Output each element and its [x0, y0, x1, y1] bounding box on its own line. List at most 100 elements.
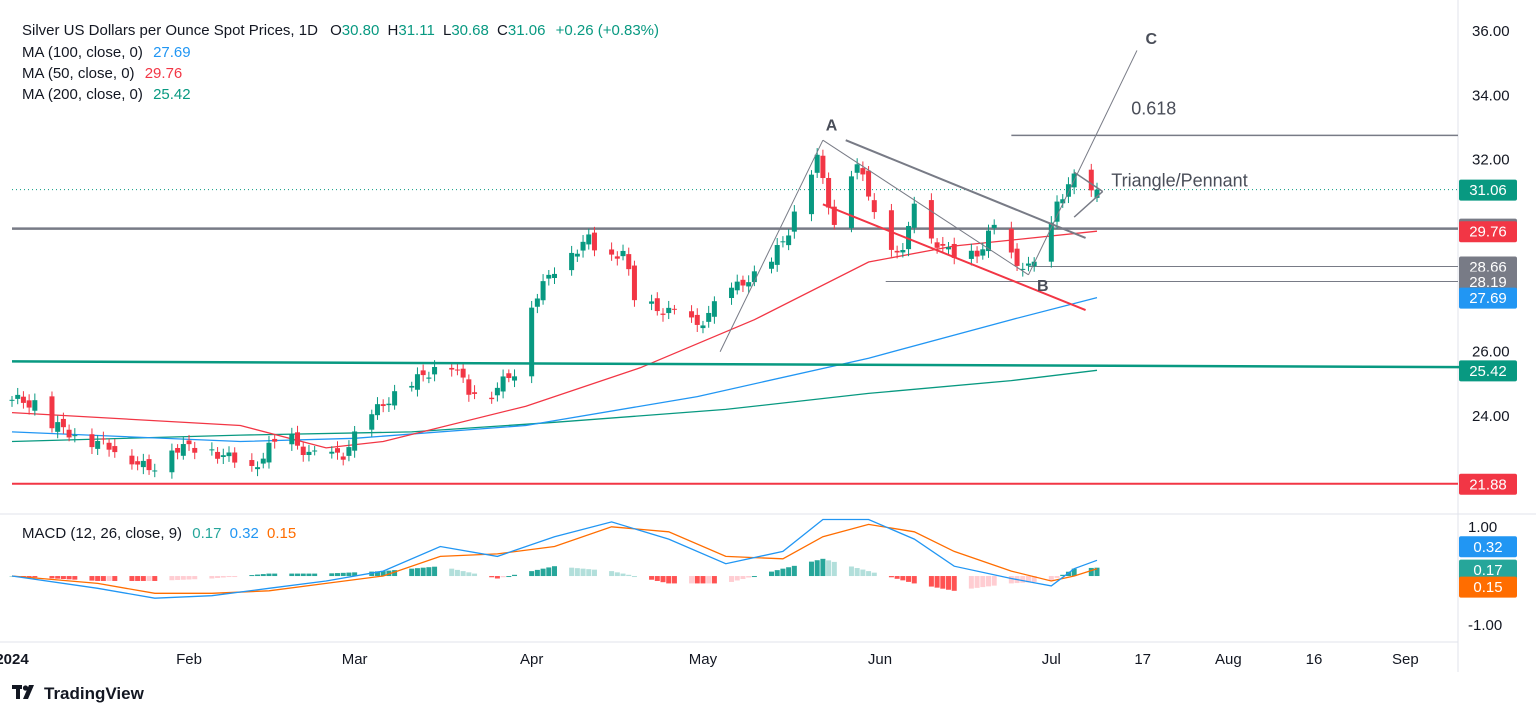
candle-body	[1065, 184, 1071, 197]
candle-body	[55, 422, 61, 432]
ma50-label: MA (50, close, 0)	[22, 65, 135, 82]
macd-histogram-bar	[66, 576, 72, 580]
candle-body	[871, 200, 877, 213]
macd-histogram-bar	[1071, 568, 1077, 577]
macd-histogram-bar	[192, 576, 198, 580]
macd-histogram-bar	[671, 576, 677, 584]
macd-histogram-bar	[1020, 576, 1026, 583]
candle-body	[89, 434, 95, 448]
candle-body	[129, 455, 135, 465]
chart-annotation: 0.618	[1131, 99, 1176, 119]
candle-body	[106, 442, 112, 450]
chart-annotation: C	[1146, 31, 1158, 48]
macd-histogram-bar	[946, 576, 952, 590]
candle-body	[660, 313, 666, 315]
candle-body	[392, 391, 398, 406]
macd-histogram-bar	[472, 573, 478, 577]
macd-histogram-bar	[1060, 574, 1066, 577]
macd-histogram-bar	[32, 576, 38, 578]
candle-body	[552, 273, 557, 279]
macd-histogram-bar	[255, 574, 261, 577]
candle-body	[774, 245, 780, 265]
macd-histogram-bar	[489, 576, 495, 578]
macd-histogram-bar	[866, 571, 872, 577]
price-badge	[1459, 271, 1517, 293]
candle-body	[769, 261, 774, 269]
macd-histogram-bar	[266, 573, 272, 577]
candle-body	[460, 368, 466, 378]
macd-histogram-bar	[60, 576, 66, 579]
candle-body	[260, 458, 266, 464]
candle-body	[306, 451, 312, 455]
candle-body	[529, 307, 535, 377]
candle-body	[546, 274, 552, 279]
candle-body	[312, 450, 318, 452]
macd-histogram-bar	[215, 576, 221, 579]
macd-label: MACD (12, 26, close, 9)	[22, 525, 183, 542]
candle-body	[220, 455, 226, 457]
macd-histogram-bar	[1048, 576, 1054, 581]
candle-body	[420, 370, 426, 376]
tradingview-logo[interactable]: TradingView	[12, 684, 144, 704]
candle-body	[534, 298, 540, 307]
ma200-legend[interactable]: MA (200, close, 0) 25.42	[22, 86, 191, 103]
macd-histogram-bar	[129, 576, 135, 581]
candle-body	[1060, 199, 1066, 204]
macd-histogram-bar	[232, 576, 238, 578]
macd-histogram-bar	[306, 573, 312, 577]
macd-histogram-bar	[169, 576, 175, 581]
macd-histogram-bar	[888, 576, 894, 578]
x-tick-label: Aug	[1215, 651, 1242, 668]
macd-legend[interactable]: MACD (12, 26, close, 9) 0.17 0.32 0.15	[22, 525, 296, 542]
candle-body	[860, 168, 866, 175]
change-value: +0.26 (+0.83%)	[555, 22, 659, 39]
candle-body	[1025, 263, 1031, 266]
pennant-lower-line	[1073, 190, 1104, 218]
candle-body	[352, 431, 358, 451]
macd-histogram-bar	[140, 576, 146, 581]
x-tick-label: May	[689, 651, 718, 668]
ma100-label: MA (100, close, 0)	[22, 44, 143, 61]
macd-histogram-bar	[694, 576, 700, 584]
macd-histogram-bar	[911, 576, 917, 584]
macd-histogram-bar	[729, 576, 735, 582]
close-label: C	[497, 22, 508, 39]
macd-hist-value: 0.17	[192, 525, 222, 542]
macd-histogram-bar	[746, 576, 752, 578]
symbol-title[interactable]: Silver US Dollars per Ounce Spot Prices,…	[22, 22, 318, 39]
macd-line-value: 0.32	[229, 525, 259, 542]
macd-histogram-bar	[135, 576, 141, 581]
candle-body	[374, 404, 380, 416]
macd-histogram-bar	[860, 569, 866, 577]
candle-body	[1094, 189, 1100, 198]
candle-body	[968, 250, 974, 259]
macd-histogram-bar	[574, 568, 580, 577]
candle-body	[888, 210, 894, 250]
candle-body	[146, 459, 152, 471]
macd-histogram-bar	[591, 569, 597, 577]
candle-body	[500, 376, 506, 392]
candle-body	[329, 451, 335, 454]
candle-body	[135, 461, 141, 465]
macd-histogram-bar	[831, 561, 837, 577]
abc-wave-b-leg	[822, 139, 1029, 276]
candle-body	[414, 374, 420, 390]
macd-histogram-bar	[346, 572, 352, 577]
candle-body	[848, 176, 854, 229]
macd-histogram-bar	[106, 576, 112, 581]
candle-body	[814, 154, 820, 173]
macd-histogram-bar	[249, 575, 255, 577]
ma100-value: 27.69	[153, 44, 191, 61]
candle-body	[591, 232, 597, 251]
macd-histogram-bar	[980, 576, 986, 588]
macd-histogram-bar	[329, 573, 335, 577]
low-value: 30.68	[451, 22, 489, 39]
ma100-legend[interactable]: MA (100, close, 0) 27.69	[22, 44, 191, 61]
macd-histogram-bar	[89, 576, 95, 581]
macd-histogram-bar	[500, 576, 506, 578]
ma50-legend[interactable]: MA (50, close, 0) 29.76	[22, 65, 182, 82]
y-tick-label: 34.00	[1472, 87, 1510, 104]
macd-histogram-bar	[529, 571, 535, 577]
macd-histogram-bar	[180, 576, 186, 580]
